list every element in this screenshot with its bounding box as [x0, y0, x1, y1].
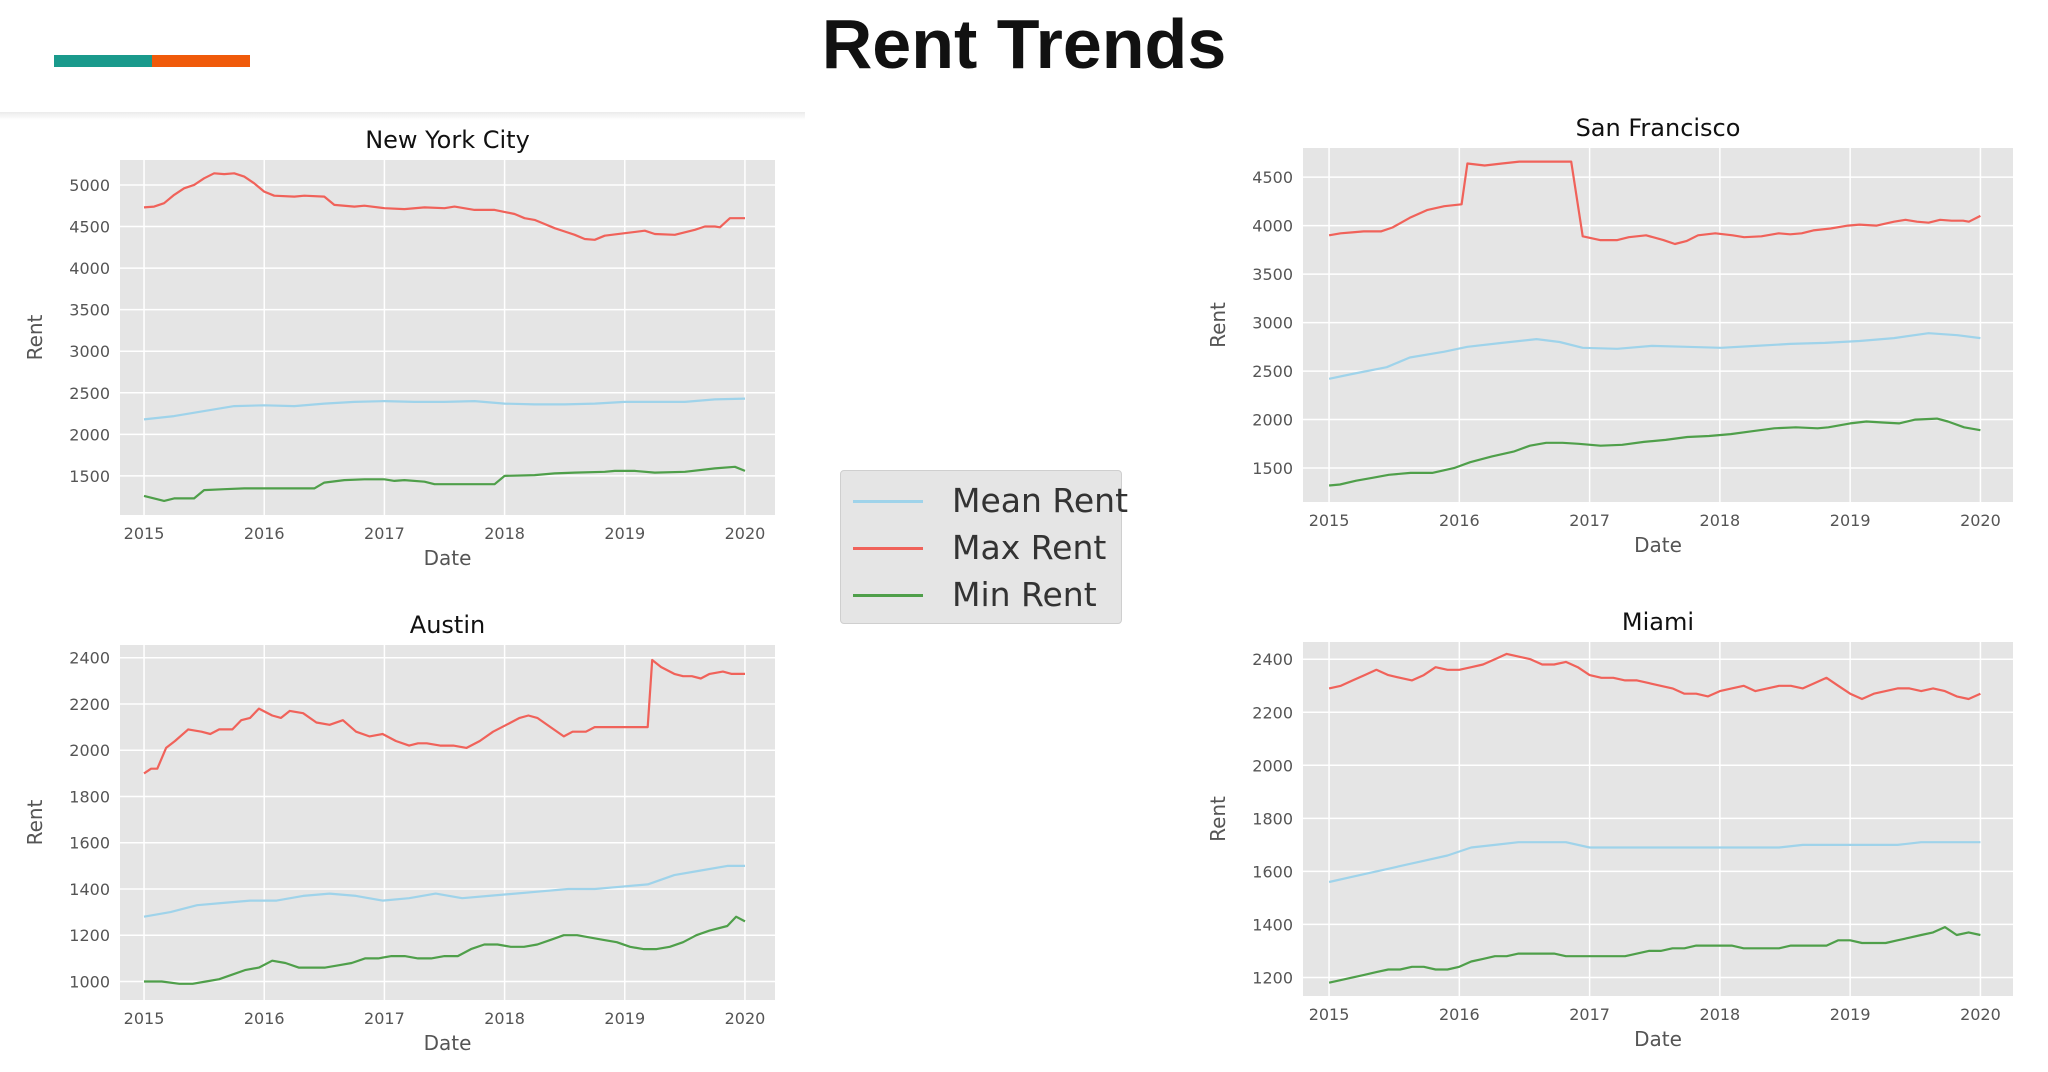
x-tick-label: 2015	[1309, 511, 1350, 530]
x-axis-label: Date	[424, 546, 472, 570]
x-axis-label: Date	[1634, 533, 1682, 557]
x-tick-label: 2018	[484, 524, 525, 543]
y-tick-label: 4000	[1252, 217, 1293, 236]
y-tick-label: 4500	[69, 218, 110, 237]
series-line-mean-rent	[143, 397, 746, 421]
x-tick-label: 2017	[1569, 511, 1610, 530]
x-tick-label: 2015	[1309, 1005, 1350, 1024]
legend-label-min-rent: Min Rent	[952, 575, 1097, 614]
x-axis-label: Date	[1634, 1027, 1682, 1051]
legend-swatch-max-rent	[853, 547, 923, 550]
y-tick-label: 2200	[1252, 703, 1293, 722]
series-line-min-rent	[1328, 417, 1981, 487]
y-tick-label: 2400	[69, 649, 110, 668]
chart-new-york-city: New York City 1500 2000 2500 3000 3500 4000 450…	[23, 126, 775, 570]
y-tick-label: 2200	[69, 695, 110, 714]
y-tick-label: 1600	[69, 834, 110, 853]
x-tick-label: 2016	[244, 1009, 285, 1028]
x-tick-label: 2018	[484, 1009, 525, 1028]
legend-swatch-mean-rent	[853, 500, 923, 503]
y-tick-label: 1800	[1252, 809, 1293, 828]
x-tick-label: 2019	[1830, 511, 1871, 530]
x-tick-label: 2017	[1569, 1005, 1610, 1024]
series-line-min-rent	[144, 915, 746, 985]
y-tick-label: 2000	[69, 741, 110, 760]
x-tick-label: 2016	[244, 524, 285, 543]
x-tick-label: 2019	[604, 1009, 645, 1028]
plot-area	[120, 645, 775, 1000]
y-axis-label: Rent	[23, 314, 47, 360]
y-tick-label: 1200	[69, 926, 110, 945]
plot-area	[120, 160, 775, 515]
y-tick-label: 1400	[69, 880, 110, 899]
chart-san-francisco: San Francisco 1500 2000 2500 3000 3500 4000 450…	[1206, 114, 2013, 557]
y-tick-label: 1600	[1252, 862, 1293, 881]
x-tick-label: 2015	[124, 524, 165, 543]
x-tick-label: 2020	[725, 524, 766, 543]
series-line-mean-rent	[143, 864, 745, 918]
y-axis-label: Rent	[1206, 796, 1230, 842]
series-line-mean-rent	[1328, 841, 1981, 884]
series-line-max-rent	[1328, 652, 1981, 701]
slide-title: Rent Trends	[821, 5, 1227, 83]
x-tick-label: 2020	[1960, 1005, 2001, 1024]
x-tick-label: 2016	[1439, 1005, 1480, 1024]
y-tick-label: 1400	[1252, 915, 1293, 934]
y-tick-label: 3000	[69, 342, 110, 361]
x-tick-label: 2016	[1439, 511, 1480, 530]
y-tick-label: 4500	[1252, 168, 1293, 187]
x-tick-label: 2017	[364, 524, 405, 543]
header-divider	[0, 112, 805, 120]
legend-label-mean-rent: Mean Rent	[952, 481, 1129, 520]
chart-legend: Mean Rent Max Rent Min Rent	[840, 470, 1128, 624]
series-line-max-rent	[143, 658, 745, 775]
y-tick-label: 4000	[69, 259, 110, 278]
chart-austin: Austin 1000 1200 1400 1600 1800 2000 2200 2400 20…	[23, 611, 775, 1055]
accent-bar	[54, 55, 250, 67]
y-tick-label: 2000	[69, 425, 110, 444]
legend-swatch-min-rent	[853, 594, 923, 597]
x-tick-label: 2018	[1700, 511, 1741, 530]
accent-bar-teal	[54, 55, 152, 67]
y-tick-label: 5000	[69, 176, 110, 195]
series-line-max-rent	[143, 172, 745, 241]
chart-title: New York City	[365, 126, 530, 154]
y-tick-label: 2400	[1252, 650, 1293, 669]
x-tick-label: 2020	[1960, 511, 2001, 530]
chart-title: Austin	[410, 611, 485, 639]
y-tick-label: 2500	[1252, 362, 1293, 381]
y-tick-label: 2000	[1252, 411, 1293, 430]
y-tick-label: 2500	[69, 384, 110, 403]
plot-area	[1303, 148, 2013, 502]
x-tick-label: 2018	[1700, 1005, 1741, 1024]
chart-title: Miami	[1622, 608, 1694, 636]
legend-label-max-rent: Max Rent	[952, 528, 1107, 567]
y-tick-label: 1000	[69, 972, 110, 991]
series-line-min-rent	[143, 465, 746, 502]
y-tick-label: 1200	[1252, 968, 1293, 987]
x-tick-label: 2015	[124, 1009, 165, 1028]
x-tick-label: 2020	[725, 1009, 766, 1028]
y-axis-label: Rent	[23, 799, 47, 845]
x-tick-label: 2019	[1830, 1005, 1871, 1024]
y-tick-label: 1500	[1252, 459, 1293, 478]
y-tick-label: 3500	[1252, 265, 1293, 284]
x-tick-label: 2019	[604, 524, 645, 543]
y-tick-label: 3500	[69, 301, 110, 320]
accent-bar-orange	[152, 55, 250, 67]
y-tick-label: 2000	[1252, 756, 1293, 775]
y-axis-label: Rent	[1206, 302, 1230, 348]
y-tick-label: 1800	[69, 787, 110, 806]
x-axis-label: Date	[424, 1031, 472, 1055]
series-line-max-rent	[1328, 160, 1981, 246]
chart-title: San Francisco	[1576, 114, 1741, 142]
y-tick-label: 1500	[69, 467, 110, 486]
series-line-min-rent	[1328, 926, 1981, 984]
x-tick-label: 2017	[364, 1009, 405, 1028]
series-line-mean-rent	[1328, 332, 1981, 380]
y-tick-label: 3000	[1252, 314, 1293, 333]
chart-miami: Miami 1200 1400 1600 1800 2000 2200 2400 2015 201…	[1206, 608, 2013, 1051]
